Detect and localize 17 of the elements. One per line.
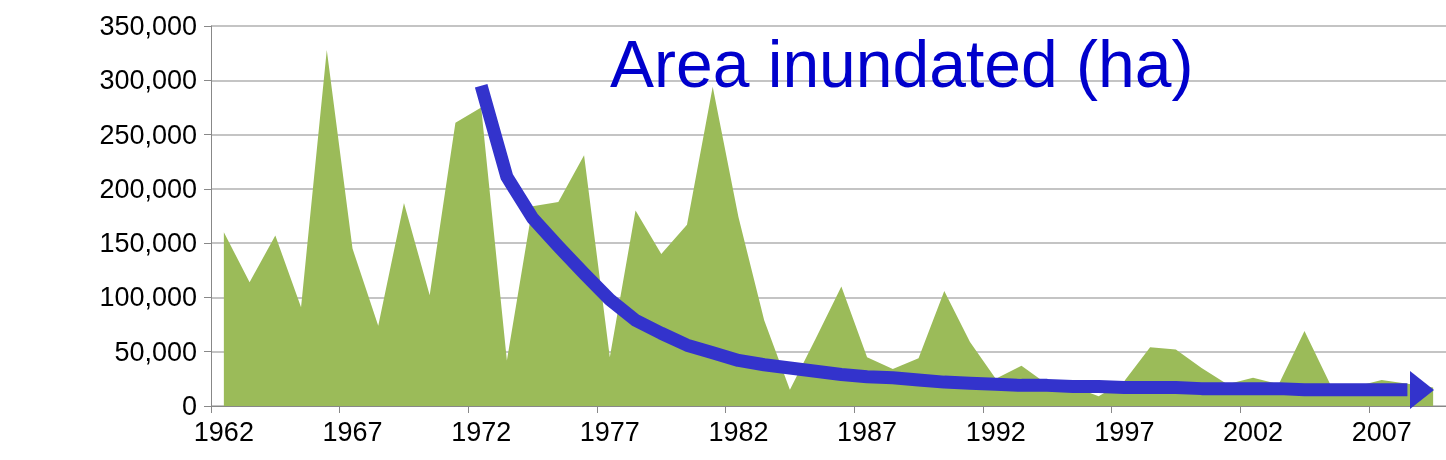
x-tick-label: 1982 xyxy=(708,416,769,447)
x-tick-label: 1967 xyxy=(322,416,383,447)
x-tick-label: 2007 xyxy=(1351,416,1412,447)
chart-title: Area inundated (ha) xyxy=(610,27,1194,101)
y-tick-label: 300,000 xyxy=(99,65,197,96)
x-tick-label: 1972 xyxy=(451,416,512,447)
y-tick-label: 250,000 xyxy=(99,119,197,150)
x-tick-label: 1977 xyxy=(579,416,640,447)
y-tick-label: 100,000 xyxy=(99,282,197,313)
x-tick-label: 2002 xyxy=(1222,416,1284,447)
y-tick-label: 50,000 xyxy=(114,336,197,367)
x-tick-label: 1987 xyxy=(837,416,898,447)
x-tick-label: 1997 xyxy=(1094,416,1155,447)
x-tick-label: 1992 xyxy=(965,416,1026,447)
y-tick-label: 350,000 xyxy=(99,11,197,41)
y-tick-label: 150,000 xyxy=(99,228,197,259)
y-tick-label: 200,000 xyxy=(99,173,197,204)
